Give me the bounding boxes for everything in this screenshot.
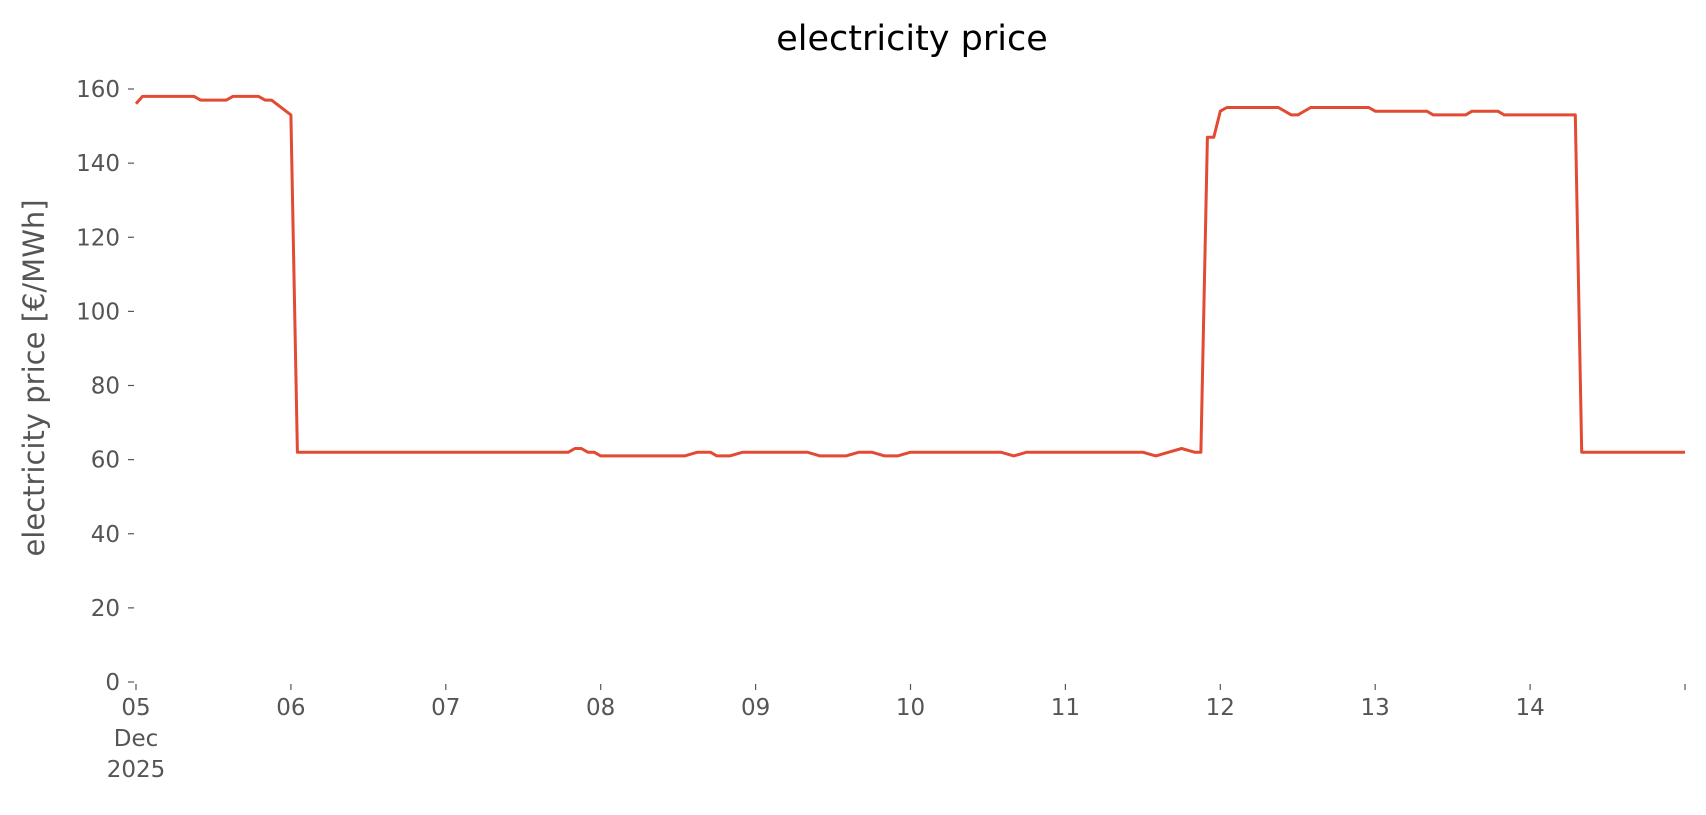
- x-tick-label: 08: [586, 695, 615, 721]
- series-line: [134, 94, 1685, 458]
- y-tick-label: 120: [76, 225, 120, 251]
- x-tick-label: 13: [1361, 695, 1390, 721]
- x-tick-label: 09: [741, 695, 770, 721]
- x-tick-label: 14: [1515, 695, 1544, 721]
- x-tick-label: 11: [1051, 695, 1080, 721]
- y-axis-ticks: 0 20 40 60 80 100 120 140 160: [76, 77, 134, 696]
- x-tick-label: 10: [896, 695, 925, 721]
- y-tick-label: 80: [91, 374, 120, 400]
- y-tick-label: 160: [76, 77, 120, 103]
- y-tick-label: 60: [91, 448, 120, 474]
- plot-area: [134, 94, 1685, 458]
- x-tick-label: 05: [121, 695, 150, 721]
- x-tick-label: Dec: [114, 726, 159, 752]
- x-tick-label: 06: [276, 695, 305, 721]
- y-tick-label: 0: [105, 670, 120, 696]
- x-tick-label: 12: [1206, 695, 1235, 721]
- x-tick-label: 2025: [107, 757, 166, 783]
- chart-title: electricity price: [776, 19, 1048, 59]
- y-tick-label: 20: [91, 596, 120, 622]
- y-tick-label: 40: [91, 522, 120, 548]
- y-tick-label: 140: [76, 151, 120, 177]
- x-tick-label: 07: [431, 695, 460, 721]
- y-axis-label: electricity price [€/MWh]: [17, 199, 51, 556]
- x-axis-ticks: 05 Dec 2025 06 07 08 09 10 11 12 13 14: [107, 684, 1686, 783]
- y-tick-label: 100: [76, 299, 120, 325]
